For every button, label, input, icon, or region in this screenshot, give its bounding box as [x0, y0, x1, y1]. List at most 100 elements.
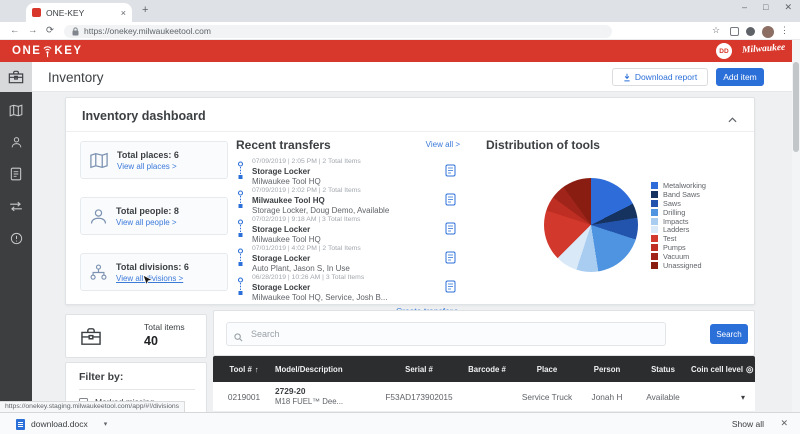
legend-label: Drilling — [663, 207, 686, 217]
sidebar-item-transfers[interactable] — [0, 192, 32, 220]
search-card: Search — [213, 310, 755, 356]
search-input[interactable] — [226, 322, 666, 346]
downloaded-file-item[interactable]: download.docx ▾ — [10, 416, 113, 432]
transfer-item[interactable]: 06/28/2019 | 10:26 AM | 3 Total Items St… — [236, 274, 460, 303]
people-icon — [90, 208, 107, 224]
scrollbar-thumb[interactable] — [793, 62, 799, 152]
legend-label: Saws — [663, 198, 681, 208]
window-close-icon[interactable]: ✕ — [784, 2, 792, 12]
table-header-cell[interactable]: Serial # — [405, 364, 433, 374]
window-maximize-icon[interactable]: □ — [763, 2, 769, 12]
sidebar-item-places[interactable] — [0, 96, 32, 124]
onekey-wifi-key-icon — [42, 44, 53, 58]
legend-swatch — [651, 253, 658, 261]
browser-urlbar: ← → ⟳ https://onekey.milwaukeetool.com ☆… — [0, 22, 800, 40]
logo-text-one: ONE — [12, 45, 42, 57]
sidebar-item-people[interactable] — [0, 128, 32, 156]
view-all-transfers-link[interactable]: View all > — [425, 140, 460, 149]
download-icon — [624, 73, 630, 81]
inventory-dashboard-card: Inventory dashboard Total places: 6 View… — [65, 97, 755, 316]
transfer-document-icon[interactable] — [445, 164, 456, 182]
table-header-cell[interactable]: Person — [593, 364, 621, 374]
collapse-chevron-icon[interactable] — [728, 110, 737, 128]
table-row[interactable]: 0219001 2729-20 M18 FUEL™ Dee... F53AD17… — [213, 382, 755, 412]
cell-tool-number: 0219001 — [227, 391, 261, 402]
download-caret-icon[interactable]: ▾ — [103, 421, 108, 428]
window-minimize-icon[interactable]: – — [742, 2, 748, 12]
stat-card-people[interactable]: Total people: 8 View all people > — [80, 197, 228, 235]
stat-label: Total people: 8 — [116, 205, 179, 216]
legend-label: Pumps — [663, 243, 686, 253]
model-number: 2729-20 — [275, 386, 306, 397]
row-expand-caret-icon[interactable]: ▾ — [740, 392, 745, 402]
page-scrollbar[interactable] — [792, 40, 800, 412]
status-bar-url: https://onekey.staging.milwaukeetool.com… — [0, 401, 186, 413]
sidebar-item-reports[interactable] — [0, 160, 32, 188]
transfer-item[interactable]: 07/09/2019 | 2:05 PM | 2 Total Items Sto… — [236, 158, 460, 187]
transfer-to: Milwaukee Tool HQ, Service, Josh B... — [252, 292, 388, 302]
transfer-item[interactable]: 07/01/2019 | 4:02 PM | 2 Total Items Sto… — [236, 245, 460, 274]
transfer-route-icon — [236, 248, 245, 273]
transfer-document-icon[interactable] — [445, 222, 456, 240]
transfer-document-icon[interactable] — [445, 193, 456, 211]
table-header-cell[interactable]: Status — [651, 364, 675, 374]
view-all-places-link[interactable]: View all places > — [117, 161, 177, 171]
transfer-to: Milwaukee Tool HQ — [252, 234, 321, 244]
transfer-document-icon[interactable] — [445, 280, 456, 298]
tab-close-icon[interactable]: × — [120, 7, 126, 18]
browser-tabbar: ONE-KEY × + – □ ✕ — [0, 0, 800, 22]
tab-title: ONE-KEY — [46, 7, 85, 18]
table-header-cell[interactable]: Barcode # — [468, 364, 506, 374]
sort-ascending-icon[interactable]: ↑ — [254, 364, 259, 374]
transfer-document-icon[interactable] — [445, 251, 456, 269]
places-map-icon — [9, 104, 23, 116]
download-filename: download.docx — [31, 419, 88, 429]
transfer-item[interactable]: 07/02/2019 | 9:18 AM | 3 Total Items Sto… — [236, 216, 460, 245]
reload-icon[interactable]: ⟳ — [46, 25, 54, 36]
view-all-divisions-link[interactable]: View all divisions > — [116, 273, 184, 283]
view-all-people-link[interactable]: View all people > — [116, 217, 177, 227]
stat-card-places[interactable]: Total places: 6 View all places > — [80, 141, 228, 179]
distribution-title: Distribution of tools — [486, 138, 600, 152]
inventory-table: Tool # ↑ Model/Description Serial # Barcode … — [213, 356, 755, 412]
browser-tab[interactable]: ONE-KEY × — [26, 3, 132, 22]
word-document-icon — [16, 418, 25, 430]
cell-place: Service Truck — [521, 391, 573, 402]
tools-pie[interactable] — [544, 178, 638, 272]
onekey-logo[interactable]: ONE KEY — [12, 44, 83, 58]
back-icon[interactable]: ← — [10, 25, 20, 36]
table-header-cell[interactable]: Place — [536, 364, 558, 374]
browser-menu-icon[interactable]: ⋮ — [780, 25, 789, 35]
table-header-cell[interactable]: Coin cell level ◎ — [691, 363, 754, 374]
forward-icon[interactable]: → — [28, 25, 38, 36]
legend-swatch — [651, 190, 658, 198]
add-item-button[interactable]: Add item — [716, 68, 764, 86]
browser-profile-avatar[interactable] — [762, 25, 774, 38]
transfer-route-icon — [236, 277, 245, 302]
sidebar — [0, 62, 32, 412]
sidebar-item-info[interactable] — [0, 224, 32, 252]
legend-label: Metalworking — [663, 180, 706, 190]
bookmark-star-icon[interactable]: ☆ — [712, 25, 721, 35]
table-header-cell[interactable]: Tool # ↑ — [229, 364, 259, 374]
transfer-meta: 06/28/2019 | 10:26 AM | 3 Total Items — [252, 274, 365, 281]
places-map-icon — [90, 152, 108, 168]
extension-icon[interactable] — [730, 27, 739, 36]
download-bar-close-icon[interactable]: ✕ — [780, 418, 788, 428]
sidebar-item-inventory[interactable] — [0, 62, 32, 92]
search-button[interactable]: Search — [710, 324, 748, 344]
legend-item: Saws — [651, 199, 706, 208]
user-avatar[interactable]: DD — [716, 43, 732, 59]
download-report-button[interactable]: Download report — [612, 68, 708, 86]
table-header-row: Tool # ↑ Model/Description Serial # Barcode … — [213, 356, 755, 382]
new-tab-button[interactable]: + — [142, 4, 149, 16]
transfer-route-icon — [236, 190, 245, 215]
table-header-cell[interactable]: Model/Description — [275, 364, 343, 374]
model-description: M18 FUEL™ Dee... — [275, 396, 344, 406]
extension-icon[interactable] — [746, 27, 755, 36]
show-all-downloads-button[interactable]: Show all — [731, 419, 764, 429]
transfer-item[interactable]: 07/09/2019 | 2:02 PM | 2 Total Items Mil… — [236, 187, 460, 216]
stat-card-divisions[interactable]: Total divisions: 6 View all divisions > — [80, 253, 228, 291]
address-bar[interactable]: https://onekey.milwaukeetool.com — [64, 24, 612, 38]
total-items-card: Total items 40 — [65, 314, 207, 358]
